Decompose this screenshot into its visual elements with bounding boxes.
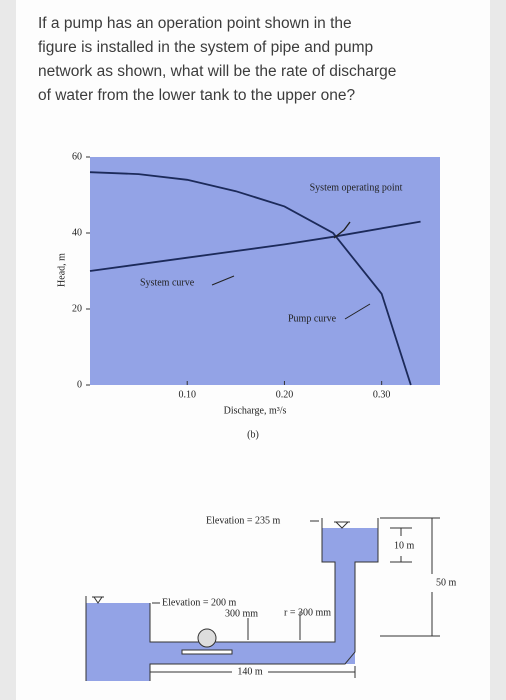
upper-elevation: Elevation = 235 m xyxy=(206,515,280,526)
lower-elevation: Elevation = 200 m xyxy=(162,597,236,608)
y-tick-label: 0 xyxy=(77,379,82,390)
caption: (b) xyxy=(247,429,259,440)
question-line: If a pump has an operation point shown i… xyxy=(38,15,352,32)
annotation-arrow xyxy=(333,221,351,239)
height-label: 50 m xyxy=(436,577,457,588)
leader xyxy=(344,303,371,320)
length-label: 140 m xyxy=(237,666,263,677)
series-label: Pump curve xyxy=(288,313,337,324)
pipe-diagram xyxy=(85,517,440,681)
question-line: figure is installed in the system of pip… xyxy=(38,39,373,56)
annotation: System operating point xyxy=(310,182,403,193)
question-line: network as shown, what will be the rate … xyxy=(38,63,396,80)
x-axis-label: Discharge, m³/s xyxy=(224,405,287,416)
curve xyxy=(89,171,412,386)
diameter-label: 300 mm xyxy=(225,608,258,619)
x-tick-label: 0.10 xyxy=(178,389,196,400)
depth-label: 10 m xyxy=(394,540,415,551)
chart: 0 20 40 60 0.10 0.20 0.30 Discharge, m³/s (b) Hea… xyxy=(56,151,440,440)
plot-area xyxy=(90,157,440,385)
y-tick-label: 20 xyxy=(72,303,82,314)
series-label: System curve xyxy=(140,277,195,288)
curve xyxy=(89,220,421,272)
question-line: of water from the lower tank to the uppe… xyxy=(38,87,355,104)
y-tick-label: 40 xyxy=(72,227,82,238)
y-axis-label: Head, m xyxy=(56,253,67,287)
x-tick-label: 0.20 xyxy=(276,389,294,400)
leader xyxy=(211,275,235,286)
radius-label: r = 300 mm xyxy=(284,607,331,618)
y-tick-label: 60 xyxy=(72,151,82,162)
x-tick-label: 0.30 xyxy=(373,389,391,400)
